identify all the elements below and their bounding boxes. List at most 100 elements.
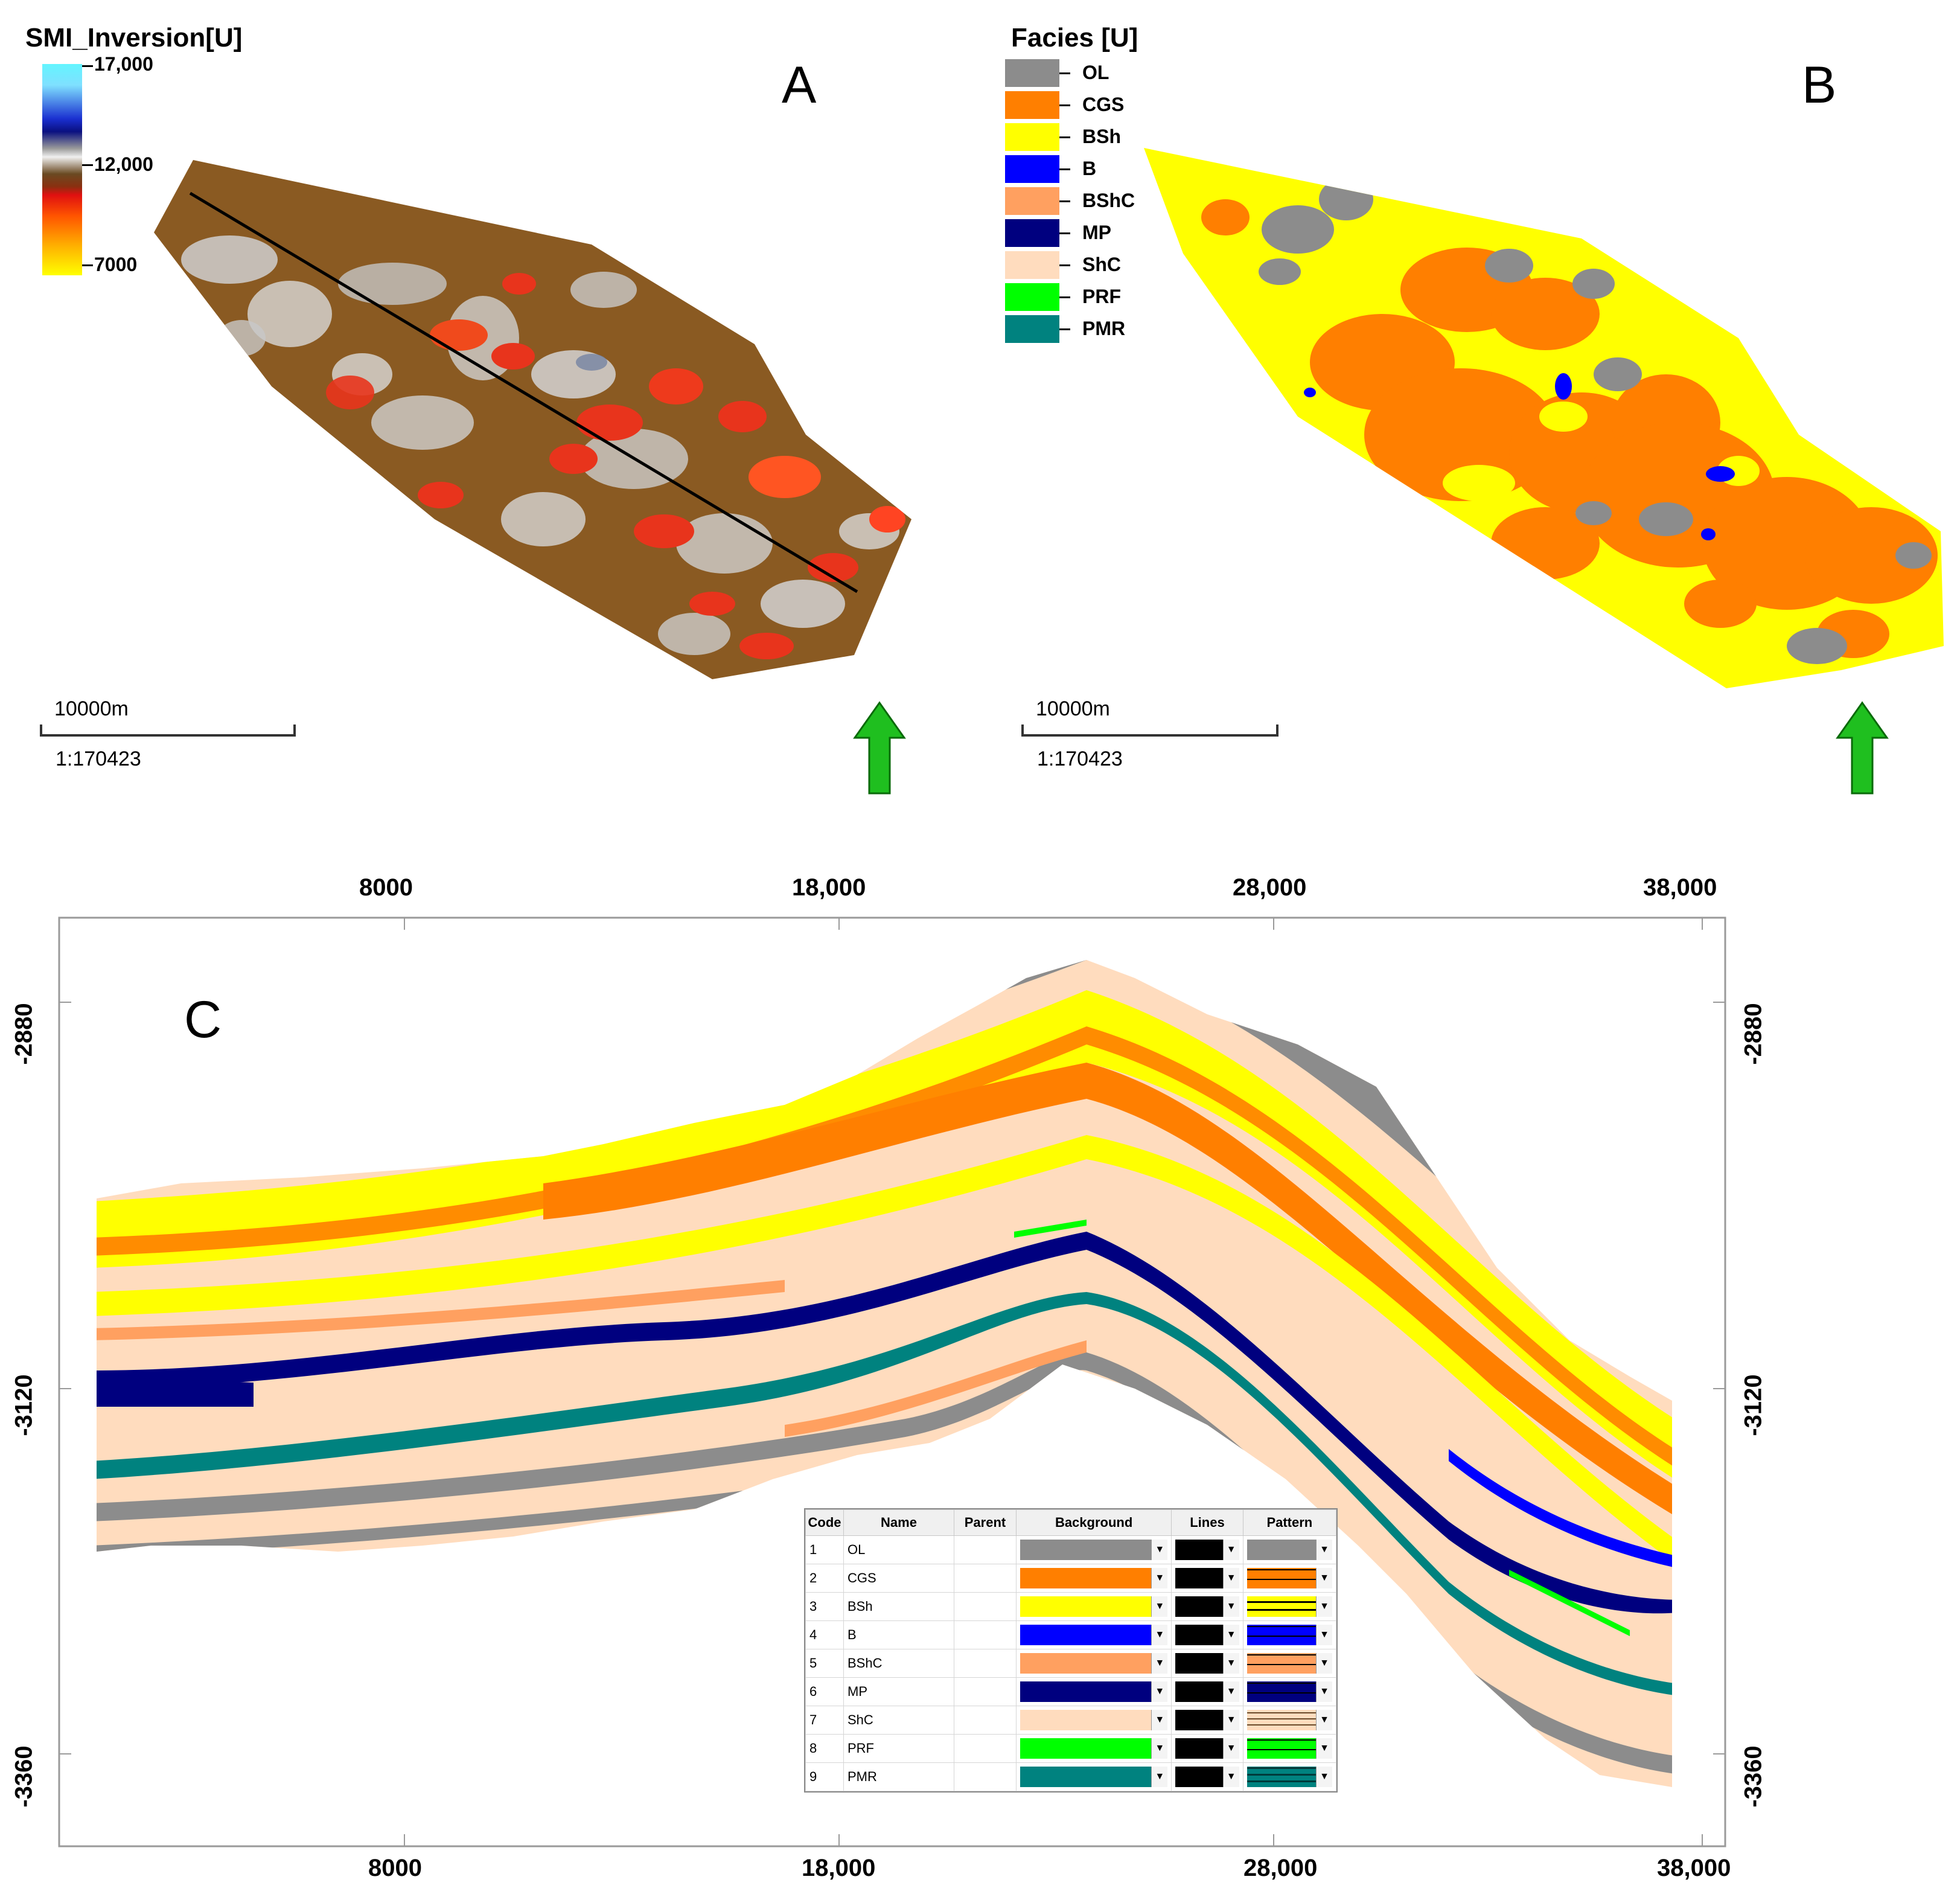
chevron-down-icon[interactable]: ▼: [1316, 1625, 1332, 1645]
chevron-down-icon[interactable]: ▼: [1222, 1710, 1239, 1730]
pattern-swatch[interactable]: [1247, 1540, 1316, 1560]
chevron-down-icon[interactable]: ▼: [1222, 1738, 1239, 1759]
row-parent[interactable]: [954, 1734, 1017, 1763]
row-parent[interactable]: [954, 1592, 1017, 1621]
table-row[interactable]: 2 CGS ▼ ▼ ▼: [805, 1564, 1337, 1593]
background-swatch[interactable]: [1020, 1625, 1152, 1645]
chevron-down-icon[interactable]: ▼: [1151, 1738, 1168, 1759]
lines-swatch[interactable]: [1175, 1738, 1223, 1759]
table-row[interactable]: 5 BShC ▼ ▼ ▼: [805, 1649, 1337, 1678]
row-parent[interactable]: [954, 1677, 1017, 1706]
chevron-down-icon[interactable]: ▼: [1222, 1681, 1239, 1702]
background-swatch[interactable]: [1020, 1710, 1152, 1730]
table-row[interactable]: 8 PRF ▼ ▼ ▼: [805, 1734, 1337, 1763]
panel-c-letter: C: [184, 991, 222, 1049]
chevron-down-icon[interactable]: ▼: [1222, 1625, 1239, 1645]
legend-swatch-b: [1005, 155, 1059, 183]
lines-swatch[interactable]: [1175, 1653, 1223, 1674]
row-parent[interactable]: [954, 1649, 1017, 1678]
row-name[interactable]: PMR: [843, 1762, 954, 1791]
header-parent[interactable]: Parent: [954, 1509, 1017, 1536]
chevron-down-icon[interactable]: ▼: [1151, 1653, 1168, 1674]
row-parent[interactable]: [954, 1535, 1017, 1564]
lines-swatch[interactable]: [1175, 1681, 1223, 1702]
legend-label-bsh: BSh: [1082, 126, 1121, 147]
row-name[interactable]: ShC: [843, 1706, 954, 1735]
header-code[interactable]: Code: [805, 1509, 844, 1536]
chevron-down-icon[interactable]: ▼: [1151, 1596, 1168, 1617]
chevron-down-icon[interactable]: ▼: [1151, 1710, 1168, 1730]
chevron-down-icon[interactable]: ▼: [1151, 1540, 1168, 1560]
chevron-down-icon[interactable]: ▼: [1151, 1767, 1168, 1787]
chevron-down-icon[interactable]: ▼: [1151, 1625, 1168, 1645]
legend-label-prf: PRF: [1082, 286, 1121, 307]
row-parent[interactable]: [954, 1762, 1017, 1791]
row-name[interactable]: PRF: [843, 1734, 954, 1763]
table-row[interactable]: 3 BSh ▼ ▼ ▼: [805, 1592, 1337, 1621]
lines-swatch[interactable]: [1175, 1710, 1223, 1730]
chevron-down-icon[interactable]: ▼: [1222, 1568, 1239, 1588]
frame-ticks: [59, 918, 1725, 1846]
scale-bar-a: [40, 724, 296, 737]
chevron-down-icon[interactable]: ▼: [1316, 1767, 1332, 1787]
legend-swatch-bshc: [1005, 187, 1059, 215]
panel-b-letter: B: [1802, 56, 1837, 114]
pattern-swatch[interactable]: [1247, 1710, 1316, 1730]
background-swatch[interactable]: [1020, 1568, 1152, 1588]
pattern-swatch[interactable]: [1247, 1653, 1316, 1674]
background-swatch[interactable]: [1020, 1681, 1152, 1702]
chevron-down-icon[interactable]: ▼: [1222, 1596, 1239, 1617]
table-row[interactable]: 1 OL ▼ ▼ ▼: [805, 1535, 1337, 1564]
lines-swatch[interactable]: [1175, 1767, 1223, 1787]
chevron-down-icon[interactable]: ▼: [1151, 1568, 1168, 1588]
chevron-down-icon[interactable]: ▼: [1222, 1540, 1239, 1560]
pattern-swatch[interactable]: [1247, 1767, 1316, 1787]
table-row[interactable]: 4 B ▼ ▼ ▼: [805, 1620, 1337, 1649]
background-swatch[interactable]: [1020, 1540, 1152, 1560]
chevron-down-icon[interactable]: ▼: [1316, 1738, 1332, 1759]
pattern-swatch[interactable]: [1247, 1596, 1316, 1617]
pattern-swatch[interactable]: [1247, 1568, 1316, 1588]
pattern-swatch[interactable]: [1247, 1625, 1316, 1645]
header-name[interactable]: Name: [843, 1509, 954, 1536]
chevron-down-icon[interactable]: ▼: [1151, 1681, 1168, 1702]
row-name[interactable]: BSh: [843, 1592, 954, 1621]
background-swatch[interactable]: [1020, 1767, 1152, 1787]
bottom-axis-label-38000: 38,000: [1657, 1855, 1731, 1881]
lines-swatch[interactable]: [1175, 1540, 1223, 1560]
chevron-down-icon[interactable]: ▼: [1316, 1653, 1332, 1674]
background-swatch[interactable]: [1020, 1738, 1152, 1759]
table-row[interactable]: 6 MP ▼ ▼ ▼: [805, 1677, 1337, 1706]
row-name[interactable]: CGS: [843, 1564, 954, 1593]
chevron-down-icon[interactable]: ▼: [1316, 1681, 1332, 1702]
header-background[interactable]: Background: [1015, 1509, 1172, 1536]
chevron-down-icon[interactable]: ▼: [1316, 1596, 1332, 1617]
row-parent[interactable]: [954, 1620, 1017, 1649]
chevron-down-icon[interactable]: ▼: [1316, 1540, 1332, 1560]
legend-swatch-cgs: [1005, 91, 1059, 119]
chevron-down-icon[interactable]: ▼: [1222, 1653, 1239, 1674]
row-name[interactable]: BShC: [843, 1649, 954, 1678]
row-name[interactable]: MP: [843, 1677, 954, 1706]
row-parent[interactable]: [954, 1564, 1017, 1593]
chevron-down-icon[interactable]: ▼: [1316, 1568, 1332, 1588]
table-row[interactable]: 9 PMR ▼ ▼ ▼: [805, 1762, 1337, 1791]
row-name[interactable]: OL: [843, 1535, 954, 1564]
table-row[interactable]: 7 ShC ▼ ▼ ▼: [805, 1706, 1337, 1735]
colorbar-tick-bottom: [82, 264, 93, 266]
pattern-swatch[interactable]: [1247, 1738, 1316, 1759]
chevron-down-icon[interactable]: ▼: [1316, 1710, 1332, 1730]
pattern-swatch[interactable]: [1247, 1681, 1316, 1702]
header-lines[interactable]: Lines: [1171, 1509, 1243, 1536]
row-parent[interactable]: [954, 1706, 1017, 1735]
lines-swatch[interactable]: [1175, 1568, 1223, 1588]
header-pattern[interactable]: Pattern: [1242, 1509, 1337, 1536]
chevron-down-icon[interactable]: ▼: [1222, 1767, 1239, 1787]
lines-swatch[interactable]: [1175, 1596, 1223, 1617]
legend-swatch-mp: [1005, 219, 1059, 247]
background-swatch[interactable]: [1020, 1653, 1152, 1674]
lines-swatch[interactable]: [1175, 1625, 1223, 1645]
row-name[interactable]: B: [843, 1620, 954, 1649]
background-swatch[interactable]: [1020, 1596, 1152, 1617]
row-code: 5: [805, 1649, 844, 1678]
